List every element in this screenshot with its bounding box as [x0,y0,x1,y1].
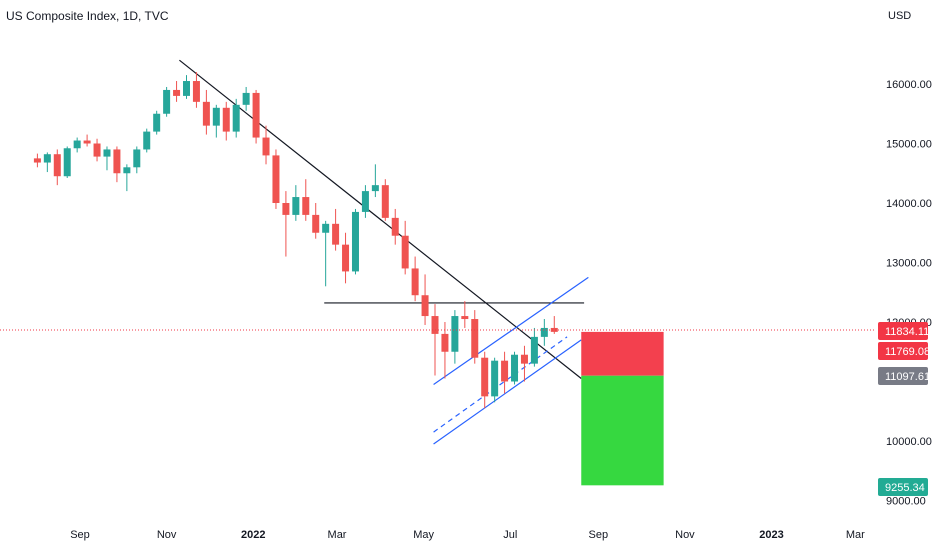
candle-body [381,185,389,218]
drawings-layer [179,59,664,486]
candle-body [53,154,61,177]
price-marker-label: 11834.11 [885,326,929,338]
candle-body [183,81,190,96]
candle-body [262,137,270,156]
candle-body [520,354,528,364]
price-tick-label: 15000.00 [886,139,932,151]
target-zone [581,375,664,486]
candle-body [481,357,489,397]
candle-body [441,333,449,352]
candle-body [421,295,429,317]
time-tick-label: 2022 [241,529,265,541]
price-marker-label: 11097.61 [885,371,930,383]
candle-body [133,149,141,168]
price-marker-badge [878,478,928,496]
candle-body [33,158,41,163]
price-tick-label: 14000.00 [886,198,932,210]
time-tick-label: 2023 [759,529,783,541]
currency-label: USD [888,10,911,22]
candle-body [312,214,320,233]
trendline-line [179,59,582,379]
price-marker-badge [878,322,928,340]
candle-body [123,167,131,174]
candle-body [153,113,161,132]
candle-body [252,92,260,138]
price-marker-label: 11769.08 [885,346,930,358]
price-tick-label: 9000.00 [886,496,926,508]
price-tick-label: 13000.00 [886,258,932,270]
time-tick-label: Mar [846,529,865,541]
candle-body [451,316,459,352]
time-tick-label: Nov [675,529,695,541]
candle-body [113,149,121,174]
candle-body [461,316,469,320]
candle-body [83,140,91,144]
time-tick-label: Jul [503,529,517,541]
time-tick-label: Sep [589,529,609,541]
candle-body [342,244,350,272]
price-tick-label: 10000.00 [886,436,932,448]
candle-body [540,327,548,337]
stop-loss-zone [581,331,664,376]
time-axis: Sep Nov 2022 Mar May Jul Sep Nov 2023 Mar [70,529,865,541]
candle-body [282,203,290,215]
candle-body [232,104,240,132]
chart-title: US Composite Index, 1D, TVC [6,9,169,23]
price-tick-label: 16000.00 [886,79,932,91]
candle-body [511,354,519,382]
candle-body [63,148,71,177]
price-marker-label: 9255.34 [885,482,925,494]
candles-layer [33,72,558,409]
price-marker-badge [878,367,928,385]
candle-body [212,107,220,126]
time-tick-label: Nov [157,529,177,541]
candle-body [322,223,330,233]
candle-body [202,101,210,126]
candle-body [43,154,51,163]
candle-body [222,107,230,132]
candle-body [332,223,340,245]
candle-body [351,211,359,272]
candle-body [411,268,419,296]
price-axis: 16000.0015000.0014000.0013000.0012000.00… [878,79,932,508]
channel-upper-line [433,276,589,385]
candle-body [361,191,369,212]
candle-body [292,197,300,215]
candle-body [143,131,151,150]
time-tick-label: May [413,529,434,541]
candle-body [391,217,399,236]
candle-body [93,143,101,157]
time-tick-label: Sep [70,529,90,541]
candle-body [530,336,538,364]
candle-body [471,319,479,358]
candle-body [491,360,499,397]
candle-body [401,235,409,269]
candle-body [302,197,310,215]
candle-body [163,89,171,114]
candle-body [550,327,558,332]
channel-lower-line [433,339,582,445]
price-marker-badge [878,342,928,360]
candle-body [173,89,181,96]
channel-mid-line [433,336,568,433]
candle-body [73,140,81,149]
candle-body [192,81,200,102]
candle-body [242,92,250,105]
candle-body [431,316,439,334]
candle-body [501,360,509,382]
candle-body [272,155,280,203]
candle-body [371,185,379,192]
time-tick-label: Mar [328,529,347,541]
candle-body [103,149,111,157]
